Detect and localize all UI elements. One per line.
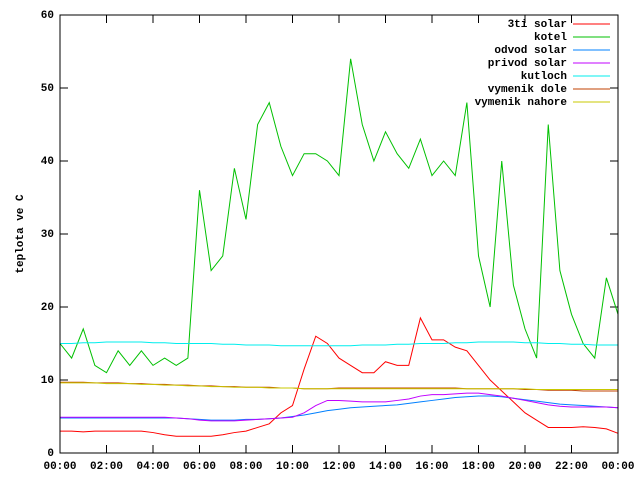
plot-border — [59, 14, 619, 454]
x-tick-label: 06:00 — [183, 461, 216, 473]
x-tick-label: 16:00 — [415, 461, 448, 473]
x-tick-label: 12:00 — [322, 461, 355, 473]
y-tick-label: 0 — [47, 448, 54, 460]
series-line — [60, 382, 618, 390]
legend-label: kutloch — [521, 71, 567, 83]
legend-label: vymenik dole — [488, 84, 568, 96]
y-tick-label: 50 — [41, 83, 54, 95]
y-tick-label: 40 — [41, 156, 54, 168]
legend-label: privod solar — [488, 58, 567, 70]
x-tick-label: 14:00 — [369, 461, 402, 473]
x-tick-label: 00:00 — [601, 461, 634, 473]
x-tick-label: 08:00 — [229, 461, 262, 473]
x-tick-label: 10:00 — [276, 461, 309, 473]
legend-label: vymenik nahore — [475, 97, 568, 109]
y-tick-label: 60 — [41, 10, 54, 22]
x-tick-label: 22:00 — [555, 461, 588, 473]
x-tick-label: 04:00 — [136, 461, 169, 473]
x-tick-label: 20:00 — [508, 461, 541, 473]
y-axis-label: teplota ve C — [15, 194, 27, 274]
legend-label: odvod solar — [494, 45, 567, 57]
legend-label: kotel — [534, 32, 567, 44]
series-line — [60, 392, 619, 422]
y-tick-label: 10 — [41, 375, 54, 387]
x-tick-label: 02:00 — [90, 461, 123, 473]
y-tick-label: 30 — [41, 229, 54, 241]
series-line — [59, 58, 619, 374]
series-line — [60, 316, 619, 437]
x-tick-label: 18:00 — [462, 461, 495, 473]
series-line — [60, 341, 618, 347]
x-tick-label: 00:00 — [43, 461, 76, 473]
legend-label: 3ti solar — [508, 19, 567, 31]
y-tick-label: 20 — [41, 302, 54, 314]
series-line — [60, 395, 619, 421]
